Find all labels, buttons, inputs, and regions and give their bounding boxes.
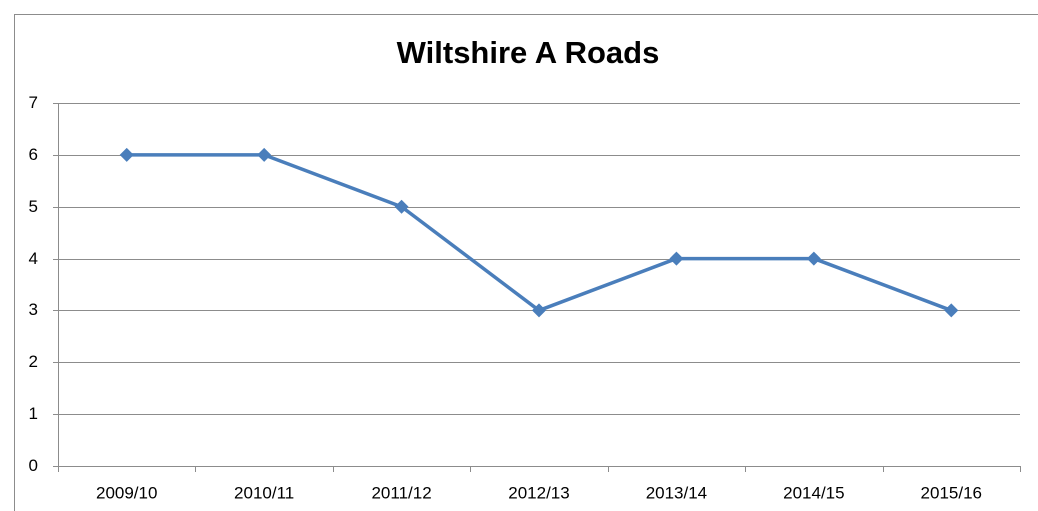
x-tick-label: 2015/16 [921,483,982,502]
x-tick-label: 2009/10 [96,483,157,502]
data-point [394,199,409,214]
x-tick-label: 2010/11 [234,483,294,502]
y-tick-label: 0 [29,456,38,475]
data-point [806,251,821,266]
y-tick-label: 4 [29,249,38,268]
data-point [257,147,272,162]
y-tick-label: 6 [29,145,38,164]
x-tick-label: 2014/15 [783,483,844,502]
x-tick-label: 2012/13 [508,483,569,502]
y-tick-label: 1 [29,404,38,423]
chart-frame [14,14,1038,511]
y-tick-label: 3 [29,300,38,319]
y-tick-label: 5 [29,197,38,216]
chart-title: Wiltshire A Roads [397,35,660,70]
x-tick-label: 2013/14 [646,483,707,502]
y-tick-label: 2 [29,352,38,371]
y-tick-label: 7 [29,93,38,112]
data-point [669,251,684,266]
data-point [532,303,546,318]
x-tick-label: 2011/12 [371,483,431,502]
data-point [944,303,959,318]
data-point [119,147,134,162]
